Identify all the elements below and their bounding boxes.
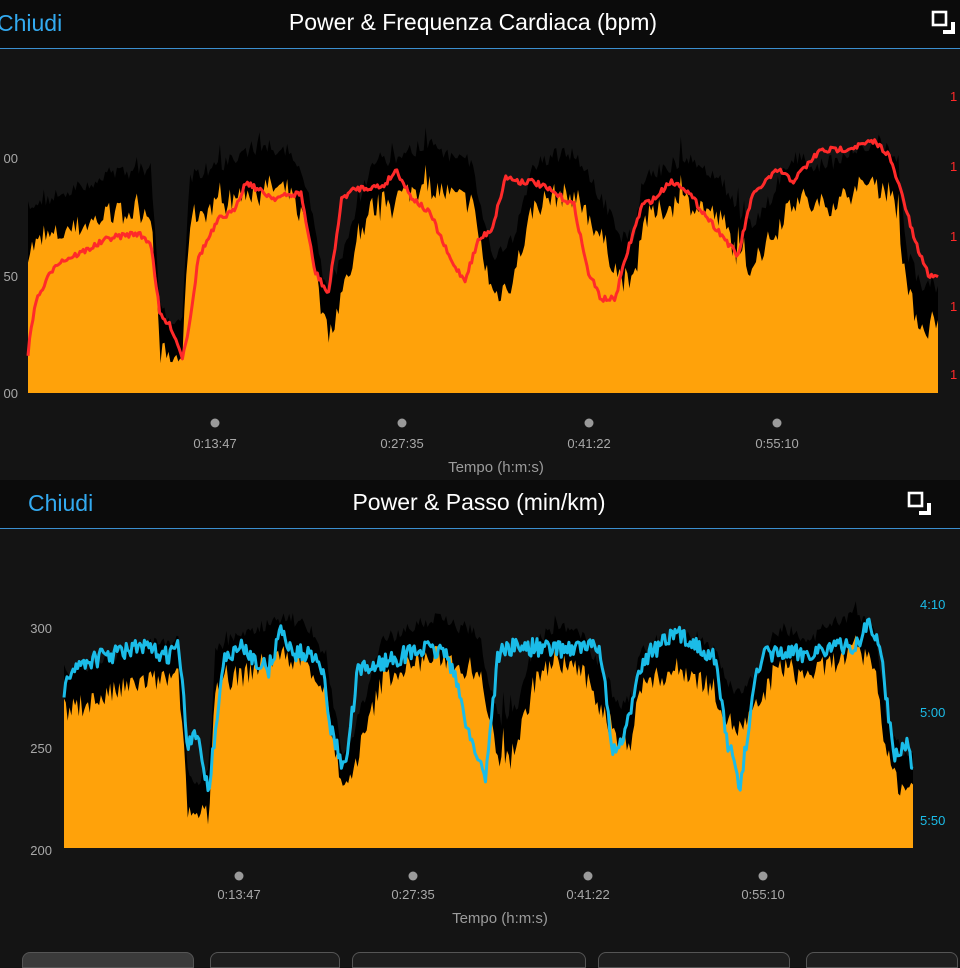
- x-tick-marker: [583, 871, 593, 881]
- x-tick-marker: [584, 418, 594, 428]
- x-tick-marker: [234, 871, 244, 881]
- y-left-tick-label: 200: [30, 843, 52, 858]
- chart-panel-power-heart-rate: Chiudi Power & Frequenza Cardiaca (bpm) …: [0, 0, 960, 480]
- x-tick-label: 0:55:10: [755, 436, 798, 451]
- x-tick-label: 0:55:10: [741, 887, 784, 902]
- x-tick-label: 0:41:22: [567, 436, 610, 451]
- bottom-tab[interactable]: [352, 952, 586, 968]
- power-area: [28, 164, 938, 393]
- close-button[interactable]: Chiudi: [0, 10, 63, 36]
- x-axis-label: Tempo (h:m:s): [452, 910, 548, 927]
- y-left-tick-label: 50: [4, 269, 18, 284]
- close-button[interactable]: Chiudi: [28, 490, 94, 516]
- panel-title: Power & Passo (min/km): [352, 489, 606, 515]
- y-left-tick-label: 250: [30, 741, 52, 756]
- heart-rate-line: [26, 138, 939, 361]
- x-axis-label: Tempo (h:m:s): [448, 459, 544, 476]
- y-right-tick-label: 1: [950, 299, 957, 314]
- x-tick-marker: [772, 418, 782, 428]
- bottom-tab[interactable]: [22, 952, 194, 968]
- y-right-tick-label: 4:10: [920, 597, 945, 612]
- x-tick-label: 0:41:22: [566, 887, 609, 902]
- y-left-tick-label: 300: [30, 621, 52, 636]
- y-right-tick-label: 1: [950, 229, 957, 244]
- panel-header: Chiudi Power & Frequenza Cardiaca (bpm): [0, 0, 960, 49]
- x-tick-label: 0:13:47: [217, 887, 260, 902]
- y-right-tick-label: 5:50: [920, 813, 945, 828]
- expand-icon[interactable]: [931, 10, 957, 36]
- expand-icon[interactable]: [907, 491, 933, 517]
- y-right-tick-label: 5:00: [920, 705, 945, 720]
- panel-title: Power & Frequenza Cardiaca (bpm): [288, 9, 658, 35]
- bottom-tab[interactable]: [210, 952, 340, 968]
- x-tick-marker: [408, 871, 418, 881]
- y-right-tick-label: 1: [950, 367, 957, 382]
- bottom-tab[interactable]: [598, 952, 790, 968]
- bottom-tab-bar: [0, 952, 960, 968]
- x-tick-marker: [397, 418, 407, 428]
- x-tick-label: 0:27:35: [391, 887, 434, 902]
- pace-line: [62, 617, 914, 793]
- y-left-tick-label: 00: [4, 386, 18, 401]
- x-tick-marker: [758, 871, 768, 881]
- x-tick-marker: [210, 418, 220, 428]
- y-right-tick-label: 1: [950, 159, 957, 174]
- y-left-tick-label: 00: [4, 151, 18, 166]
- y-right-tick-label: 1: [950, 89, 957, 104]
- bottom-tab[interactable]: [806, 952, 958, 968]
- power-pace-chart: 200 250 300 4:10 5:00 5:50 0:13:47 0:27:35 0:41:…: [30, 597, 945, 927]
- power-heart-rate-chart: 00 50 00 1 1 1 1 1 0:13:47 0:27:35 0:41:22 0:55:10 T…: [4, 89, 958, 476]
- x-tick-label: 0:27:35: [380, 436, 423, 451]
- x-tick-label: 0:13:47: [193, 436, 236, 451]
- panel-header: Chiudi Power & Passo (min/km): [0, 480, 960, 529]
- chart-panel-power-pace: Chiudi Power & Passo (min/km) 200 250 300 4…: [0, 480, 960, 960]
